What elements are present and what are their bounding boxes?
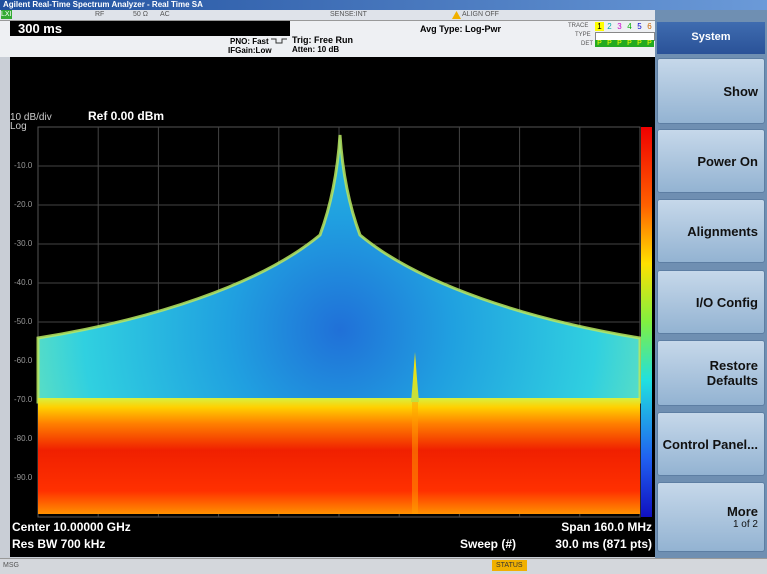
message-bar [0, 558, 767, 574]
color-bar [641, 127, 652, 517]
trace-number: 4 [627, 22, 632, 31]
y-label: -40.0 [14, 278, 33, 287]
attenuation: Atten: 10 dB [292, 45, 340, 54]
trigger-icon [271, 38, 287, 44]
noise-floor [38, 398, 640, 514]
y-label: -30.0 [14, 239, 33, 248]
y-label: -60.0 [14, 356, 33, 365]
type-label: TYPE [575, 32, 591, 38]
coupling: AC [160, 11, 170, 18]
if-gain: IFGain:Low [228, 46, 272, 55]
softkey-label: Control Panel... [662, 436, 758, 452]
trace-number: 1 [595, 22, 604, 31]
softkey-label: Power On [697, 153, 758, 169]
softkey[interactable]: Alignments [657, 199, 765, 263]
trace-number: 5 [637, 22, 642, 31]
rf: RF [95, 11, 105, 18]
det-value: P [637, 40, 642, 47]
trace-number: 3 [617, 22, 622, 31]
det-value: P [617, 40, 622, 47]
det-value: P [607, 40, 612, 47]
softkey[interactable]: Power On [657, 129, 765, 193]
trace-label: TRACE [568, 23, 589, 29]
det-value: P [627, 40, 632, 47]
trigger: Trig: Free Run [292, 35, 354, 45]
reference: Ref 0.00 dBm [88, 109, 165, 123]
softkey-label: Alignments [687, 223, 758, 239]
softkey-label: 1 of 2 [732, 519, 758, 530]
trace-number: 6 [647, 22, 652, 31]
sweep-label: Sweep (#) [460, 537, 517, 551]
align: ALIGN OFF [462, 11, 499, 18]
softkey[interactable]: More 1 of 2 [657, 482, 765, 552]
y-label: -90.0 [14, 473, 33, 482]
avg-type: Avg Type: Log-Pwr [420, 24, 501, 34]
res-bw: Res BW 700 kHz [12, 537, 106, 551]
det-value: P [647, 40, 652, 47]
softkey-label: Defaults [706, 373, 758, 388]
menu-title: System [657, 22, 765, 54]
y-label: -50.0 [14, 317, 33, 326]
sweep-time: 300 ms [10, 21, 290, 36]
spur [411, 352, 419, 402]
softkey[interactable]: Control Panel... [657, 412, 765, 476]
window-title: Agilent Real-Time Spectrum Analyzer - Re… [3, 0, 203, 9]
sense: SENSE:INT [330, 11, 367, 18]
softkey-label: More [726, 504, 758, 519]
signal-spread [36, 134, 642, 404]
pno: PNO: Fast [230, 37, 269, 46]
trace-number: 2 [607, 22, 612, 31]
softkey[interactable]: I/O Config [657, 270, 765, 334]
title-bar [0, 0, 767, 10]
y-label: -70.0 [14, 395, 33, 404]
lxi: LXI [1, 10, 12, 19]
status: STATUS [492, 560, 527, 571]
span: Span 160.0 MHz [561, 520, 652, 534]
sweep-value: 30.0 ms (871 pts) [555, 537, 652, 551]
spur-trace [412, 402, 418, 514]
y-label: -80.0 [14, 434, 33, 443]
scale-type: Log [10, 121, 27, 132]
impedance: 50 Ω [133, 11, 148, 18]
status-row [0, 10, 655, 21]
det-label: DET [581, 41, 593, 47]
softkey-label: Restore [709, 358, 758, 373]
softkey[interactable]: Show [657, 58, 765, 124]
softkey[interactable]: Restore Defaults [657, 340, 765, 406]
msg: MSG [3, 562, 19, 569]
warning-icon [452, 11, 461, 19]
softkey-label: Show [723, 83, 758, 99]
det-value: P [597, 40, 602, 47]
center: Center 10.00000 GHz [12, 520, 131, 534]
softkey-label: I/O Config [695, 294, 758, 310]
y-label: -10.0 [14, 161, 33, 170]
scale: 10 dB/div [10, 112, 52, 123]
y-label: -20.0 [14, 200, 33, 209]
